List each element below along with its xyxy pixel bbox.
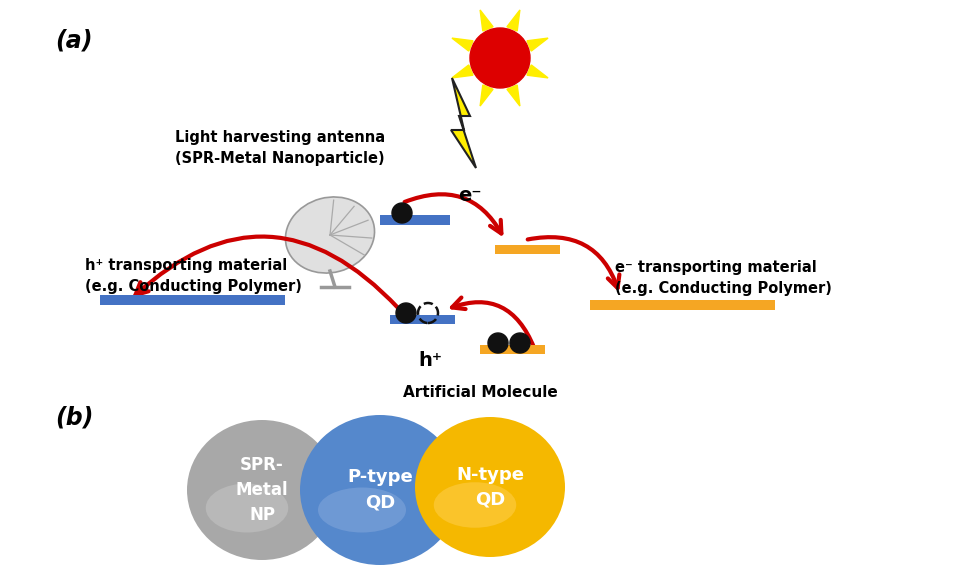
Circle shape	[392, 203, 412, 223]
Text: Artificial Molecule: Artificial Molecule	[403, 385, 557, 400]
Polygon shape	[480, 10, 493, 31]
Bar	[590, 300, 775, 310]
Polygon shape	[451, 78, 476, 168]
Text: (a): (a)	[55, 28, 92, 52]
Circle shape	[510, 333, 530, 353]
Text: SPR-
Metal
NP: SPR- Metal NP	[235, 456, 288, 524]
Circle shape	[470, 28, 530, 88]
Ellipse shape	[433, 482, 516, 528]
Polygon shape	[480, 85, 493, 106]
Text: e⁻ transporting material
(e.g. Conducting Polymer): e⁻ transporting material (e.g. Conductin…	[615, 260, 832, 296]
Bar	[480, 345, 545, 354]
Bar	[380, 215, 450, 225]
Text: N-type
QD: N-type QD	[456, 466, 524, 508]
Circle shape	[488, 333, 508, 353]
Ellipse shape	[415, 417, 565, 557]
Ellipse shape	[206, 483, 288, 533]
Text: e⁻: e⁻	[458, 186, 481, 204]
Text: P-type
QD: P-type QD	[347, 469, 413, 512]
Bar	[495, 245, 560, 254]
Text: h⁺: h⁺	[418, 350, 442, 370]
Polygon shape	[452, 38, 473, 51]
Polygon shape	[506, 85, 520, 106]
Polygon shape	[506, 10, 520, 31]
Polygon shape	[527, 38, 548, 51]
Ellipse shape	[285, 197, 375, 273]
Polygon shape	[527, 65, 548, 78]
Text: h⁺ transporting material
(e.g. Conducting Polymer): h⁺ transporting material (e.g. Conductin…	[85, 258, 302, 294]
Ellipse shape	[300, 415, 460, 565]
Circle shape	[396, 303, 416, 323]
Text: (b): (b)	[55, 405, 93, 429]
Text: Light harvesting antenna
(SPR-Metal Nanoparticle): Light harvesting antenna (SPR-Metal Nano…	[175, 130, 385, 166]
Bar	[100, 295, 285, 305]
Ellipse shape	[187, 420, 337, 560]
Bar	[390, 315, 455, 324]
Polygon shape	[452, 65, 473, 78]
Ellipse shape	[318, 487, 406, 533]
